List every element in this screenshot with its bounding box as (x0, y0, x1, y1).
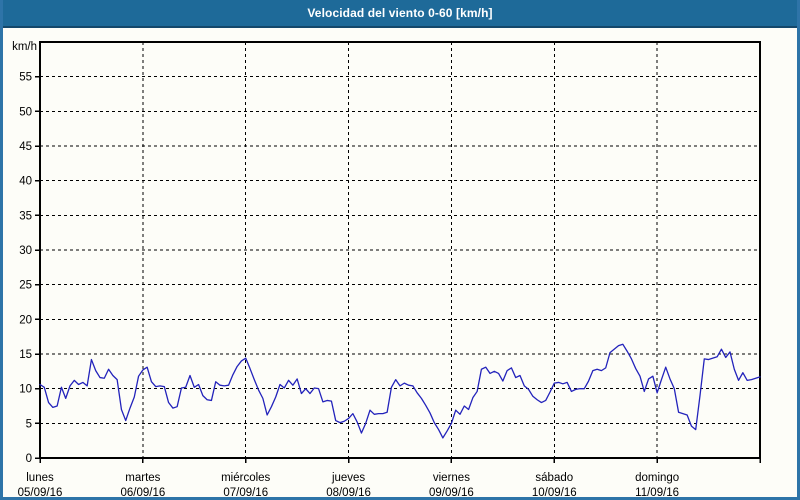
y-tick-label: 40 (19, 176, 32, 188)
y-tick-label: 55 (19, 72, 32, 84)
y-tick-label: 20 (19, 314, 32, 326)
y-tick-label: 35 (19, 210, 32, 222)
wind-speed-series (39, 343, 761, 439)
day-date-label: 07/09/16 (223, 487, 268, 497)
wind-speed-chart: 0 5 10 15 20 25 30 35 40 45 50 55 lunes 05/09/16 marte… (3, 28, 797, 497)
y-tick-label: 0 (26, 453, 32, 465)
day-name-label: lunes (26, 472, 54, 484)
y-axis-unit-label: km/h (12, 41, 37, 53)
y-tick-label: 50 (19, 106, 32, 118)
day-name-label: martes (125, 472, 160, 484)
plot-border (39, 41, 761, 459)
day-date-label: 06/09/16 (120, 487, 165, 497)
y-tick-label: 5 (26, 418, 32, 430)
day-date-label: 10/09/16 (532, 487, 577, 497)
day-name-label: sábado (535, 472, 573, 484)
day-name-label: domingo (635, 472, 679, 484)
day-date-label: 11/09/16 (635, 487, 679, 497)
wind-speed-chart-svg: 0 5 10 15 20 25 30 35 40 45 50 55 lunes 05/09/16 marte… (12, 41, 761, 497)
day-date-label: 05/09/16 (18, 487, 63, 497)
y-tick-label: 15 (19, 349, 32, 361)
day-date-label: 09/09/16 (429, 487, 474, 497)
window-title: Velocidad del viento 0-60 [km/h] (307, 6, 493, 20)
y-tick-label: 30 (19, 245, 32, 257)
day-date-label: 08/09/16 (326, 487, 371, 497)
y-tick-label: 10 (19, 384, 32, 396)
day-name-label: jueves (331, 472, 365, 484)
day-name-label: viernes (433, 472, 470, 484)
window-titlebar: Velocidad del viento 0-60 [km/h] (3, 0, 797, 28)
y-tick-label: 45 (19, 141, 32, 153)
y-tick-label: 25 (19, 280, 32, 292)
day-name-label: miércoles (221, 472, 270, 484)
